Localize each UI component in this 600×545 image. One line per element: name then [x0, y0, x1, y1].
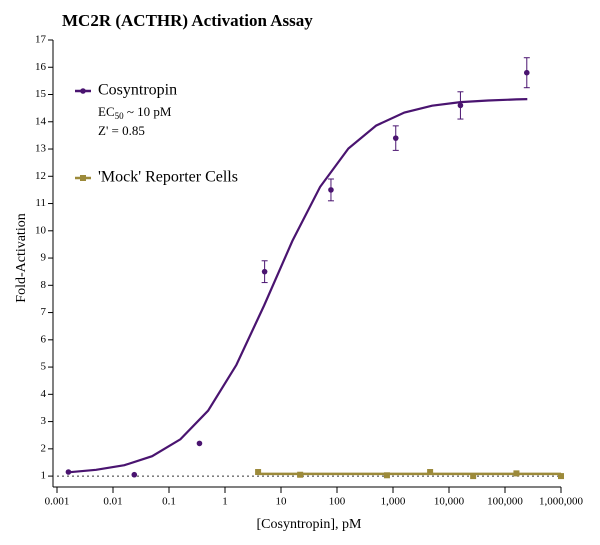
data-point	[383, 472, 390, 479]
annotation-part: ~ 10 pM	[124, 104, 172, 119]
data-point	[196, 440, 203, 447]
y-tick-label: 3	[41, 415, 47, 427]
data-point	[523, 69, 530, 76]
x-tick-label: 0.01	[103, 496, 122, 508]
legend-marker	[80, 88, 86, 94]
data-point	[558, 473, 564, 480]
y-tick-label: 11	[35, 197, 46, 209]
x-tick-label: 100,000	[487, 496, 523, 508]
y-axis-label: Fold-Activation	[14, 213, 29, 302]
data-point	[392, 135, 399, 141]
y-tick-label: 10	[35, 224, 47, 236]
annotation-part: EC	[98, 104, 115, 119]
x-axis-label: [Cosyntropin], pM	[257, 517, 363, 532]
data-point	[255, 469, 262, 476]
y-tick-label: 15	[35, 88, 47, 100]
fit-curve	[68, 98, 528, 474]
x-tick-label: 10,000	[434, 496, 465, 508]
data-point	[328, 187, 334, 193]
y-tick-label: 6	[41, 333, 47, 345]
data-point	[131, 471, 138, 478]
y-tick-label: 8	[41, 279, 47, 291]
data-point	[457, 102, 464, 109]
x-tick-label: 1,000,000	[539, 496, 584, 508]
x-tick-label: 1	[222, 496, 228, 508]
y-tick-label: 1	[41, 470, 47, 482]
y-tick-label: 4	[41, 388, 47, 400]
y-tick-label: 16	[35, 61, 47, 73]
y-tick-label: 13	[35, 143, 47, 155]
y-tick-label: 7	[41, 306, 47, 318]
annotation-part: 50	[115, 111, 125, 121]
annotation: EC50 ~ 10 pM	[98, 104, 172, 121]
annotation: Z' = 0.85	[98, 123, 145, 138]
y-tick-label: 9	[41, 252, 47, 264]
data-point	[470, 473, 477, 480]
annotation-part: Z' = 0.85	[98, 123, 145, 138]
data-point	[297, 471, 304, 478]
legend-label: Cosyntropin	[98, 82, 177, 99]
x-tick-label: 1,000	[381, 496, 406, 508]
data-point	[427, 469, 434, 476]
data-point	[65, 469, 72, 475]
x-tick-label: 100	[329, 496, 346, 508]
x-tick-label: 0.001	[45, 496, 70, 508]
legend-marker	[80, 175, 86, 181]
y-tick-label: 12	[35, 170, 46, 182]
data-point	[261, 268, 268, 275]
y-tick-label: 14	[35, 115, 47, 127]
chart-title: MC2R (ACTHR) Activation Assay	[62, 11, 313, 30]
y-tick-label: 17	[35, 34, 47, 46]
legend-label: 'Mock' Reporter Cells	[98, 169, 238, 186]
x-tick-label: 0.1	[162, 496, 176, 508]
y-tick-label: 5	[41, 361, 47, 373]
data-point	[513, 470, 520, 477]
y-tick-label: 2	[41, 442, 47, 454]
x-tick-label: 10	[276, 496, 288, 508]
